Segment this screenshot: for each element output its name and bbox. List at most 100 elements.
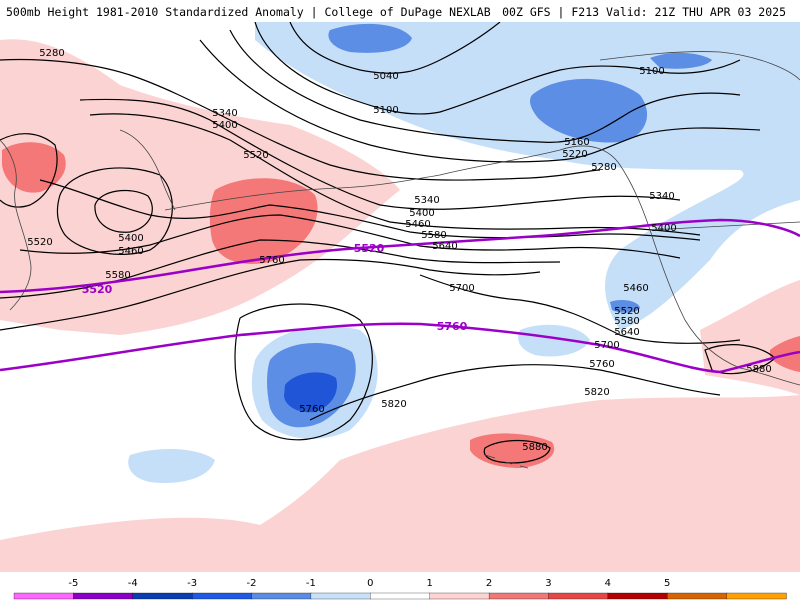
anomaly-neg2-canada <box>530 78 648 143</box>
label-5640-mid: 5640 <box>432 241 457 252</box>
reference-lines <box>0 218 800 374</box>
contour-closed-low-west-2 <box>56 167 173 255</box>
contour-closed-low-west <box>94 189 153 233</box>
ref-5760-label-1: 5760 <box>437 320 468 333</box>
border-us-canada <box>649 221 800 231</box>
coast-hawaii <box>484 454 529 469</box>
colorbar-tick-9: 3 <box>545 578 551 589</box>
contour-5880-hawaii <box>483 439 551 464</box>
colorbar-tick-3: -3 <box>187 578 197 589</box>
label-5460-mid: 5460 <box>405 219 430 230</box>
map-header: 500mb Height 1981-2010 Standardized Anom… <box>0 0 800 22</box>
coastlines <box>0 51 800 469</box>
label-5280-west: 5280 <box>39 48 64 59</box>
colorbar-segment-11 <box>607 592 668 600</box>
contour-5340-upper <box>79 98 681 210</box>
label-5520-ridge: 5520 <box>243 150 268 161</box>
anomaly-pos2-ridge <box>209 178 318 264</box>
label-5280-east: 5280 <box>591 162 616 173</box>
contour-5520 <box>19 214 681 259</box>
contour-5580 <box>0 239 561 299</box>
coast-northamerica <box>649 229 800 386</box>
label-5520-west: 5520 <box>27 237 52 248</box>
label-5160: 5160 <box>564 137 589 148</box>
label-5220: 5220 <box>562 149 587 160</box>
colorbar-segment-12 <box>667 592 728 600</box>
anomaly-neg1-small <box>128 448 215 484</box>
anomaly-neg1-trough <box>518 324 590 357</box>
anomaly-neg2-east <box>650 52 712 69</box>
colorbar-tick-7: 1 <box>427 578 433 589</box>
anomaly-neg3-low <box>284 372 338 413</box>
colorbar-segment-5 <box>251 592 312 600</box>
label-5460-coast: 5460 <box>623 283 648 294</box>
contour-5280-upper <box>0 58 601 181</box>
ref-line-5520 <box>0 218 800 294</box>
label-5040: 5040 <box>373 71 398 82</box>
anomaly-pos1-pacific <box>0 395 800 572</box>
anomaly-pos1-west <box>0 39 400 335</box>
colorbar-tick-2: -4 <box>128 578 138 589</box>
label-5880-mexico: 5880 <box>746 364 771 375</box>
coast-alaska <box>439 145 651 231</box>
anomaly-pos1-east <box>700 280 800 395</box>
label-5580-coast: 5580 <box>614 316 639 327</box>
colorbar-segment-7 <box>370 592 431 600</box>
contour-5640 <box>0 258 541 331</box>
anomaly-colorbar: -5 -4 -3 -2 -1 0 1 2 3 4 5 <box>0 572 800 600</box>
label-5640-coast: 5640 <box>614 327 639 338</box>
label-5340-north: 5340 <box>212 108 237 119</box>
contour-5100 <box>254 22 741 115</box>
map-canvas: 5280504051005100534054005520516052205280… <box>0 22 800 572</box>
run-info: 00Z GFS | F213 Valid: 21Z THU APR 03 202… <box>502 5 786 19</box>
contour-5160 <box>229 29 741 143</box>
contour-5400-upper <box>89 113 701 236</box>
colorbar-segment-13 <box>726 592 787 600</box>
label-5400-mid: 5400 <box>409 208 434 219</box>
contour-5700 <box>419 274 741 344</box>
label-5700-coast: 5700 <box>594 340 619 351</box>
label-5100-north: 5100 <box>373 105 398 116</box>
label-5520-coast: 5520 <box>614 306 639 317</box>
coast-aleutians <box>164 174 441 211</box>
anomaly-neg2-north <box>328 23 412 53</box>
label-5400-north: 5400 <box>212 120 237 131</box>
map-title: 500mb Height 1981-2010 Standardized Anom… <box>6 5 491 19</box>
label-5820-coast: 5820 <box>584 387 609 398</box>
colorbar-tick-1: -5 <box>68 578 78 589</box>
ref-line-5760 <box>0 322 800 374</box>
contour-labels: 5280504051005100534054005520516052205280… <box>27 48 771 453</box>
colorbar-segment-8 <box>429 592 490 600</box>
coast-asia <box>0 139 32 311</box>
label-5760-coast: 5760 <box>589 359 614 370</box>
label-5820-low: 5820 <box>381 399 406 410</box>
colorbar-tick-8: 2 <box>486 578 492 589</box>
colorbar-tick-10: 4 <box>605 578 611 589</box>
contour-5220 <box>199 39 761 163</box>
contour-5460 <box>39 179 701 241</box>
label-5340-east: 5340 <box>649 191 674 202</box>
label-5400-coast: 5400 <box>651 223 676 234</box>
colorbar-canvas: -5 -4 -3 -2 -1 0 1 2 3 4 5 <box>13 578 787 600</box>
label-5460-low: 5460 <box>118 246 143 257</box>
colorbar-tick-5: -1 <box>306 578 316 589</box>
label-5700: 5700 <box>449 283 474 294</box>
label-5580-west: 5580 <box>105 270 130 281</box>
contour-5040 <box>289 22 501 74</box>
colorbar-segment-4 <box>192 592 253 600</box>
colorbar-segment-1 <box>13 592 75 600</box>
anomaly-shading <box>0 22 800 572</box>
colorbar-segment-6 <box>310 592 371 600</box>
label-5100-east: 5100 <box>639 66 664 77</box>
colorbar-tick-4: -2 <box>247 578 257 589</box>
weather-map: 5280 5040 5100 5100 5340 5400 5520 5160 5220 5280… <box>0 22 800 572</box>
colorbar-segment-2 <box>73 592 134 600</box>
reference-labels: 5520 5520 5760 <box>82 242 468 333</box>
contour-5760 <box>234 303 373 441</box>
label-5400-low: 5400 <box>118 233 143 244</box>
label-5760-mid: 5760 <box>259 255 284 266</box>
coast-kamchatka <box>119 129 176 211</box>
colorbar-tick-11: 5 <box>664 578 670 589</box>
coast-canada-north <box>599 51 800 81</box>
label-5880-hawaii: 5880 <box>522 442 547 453</box>
